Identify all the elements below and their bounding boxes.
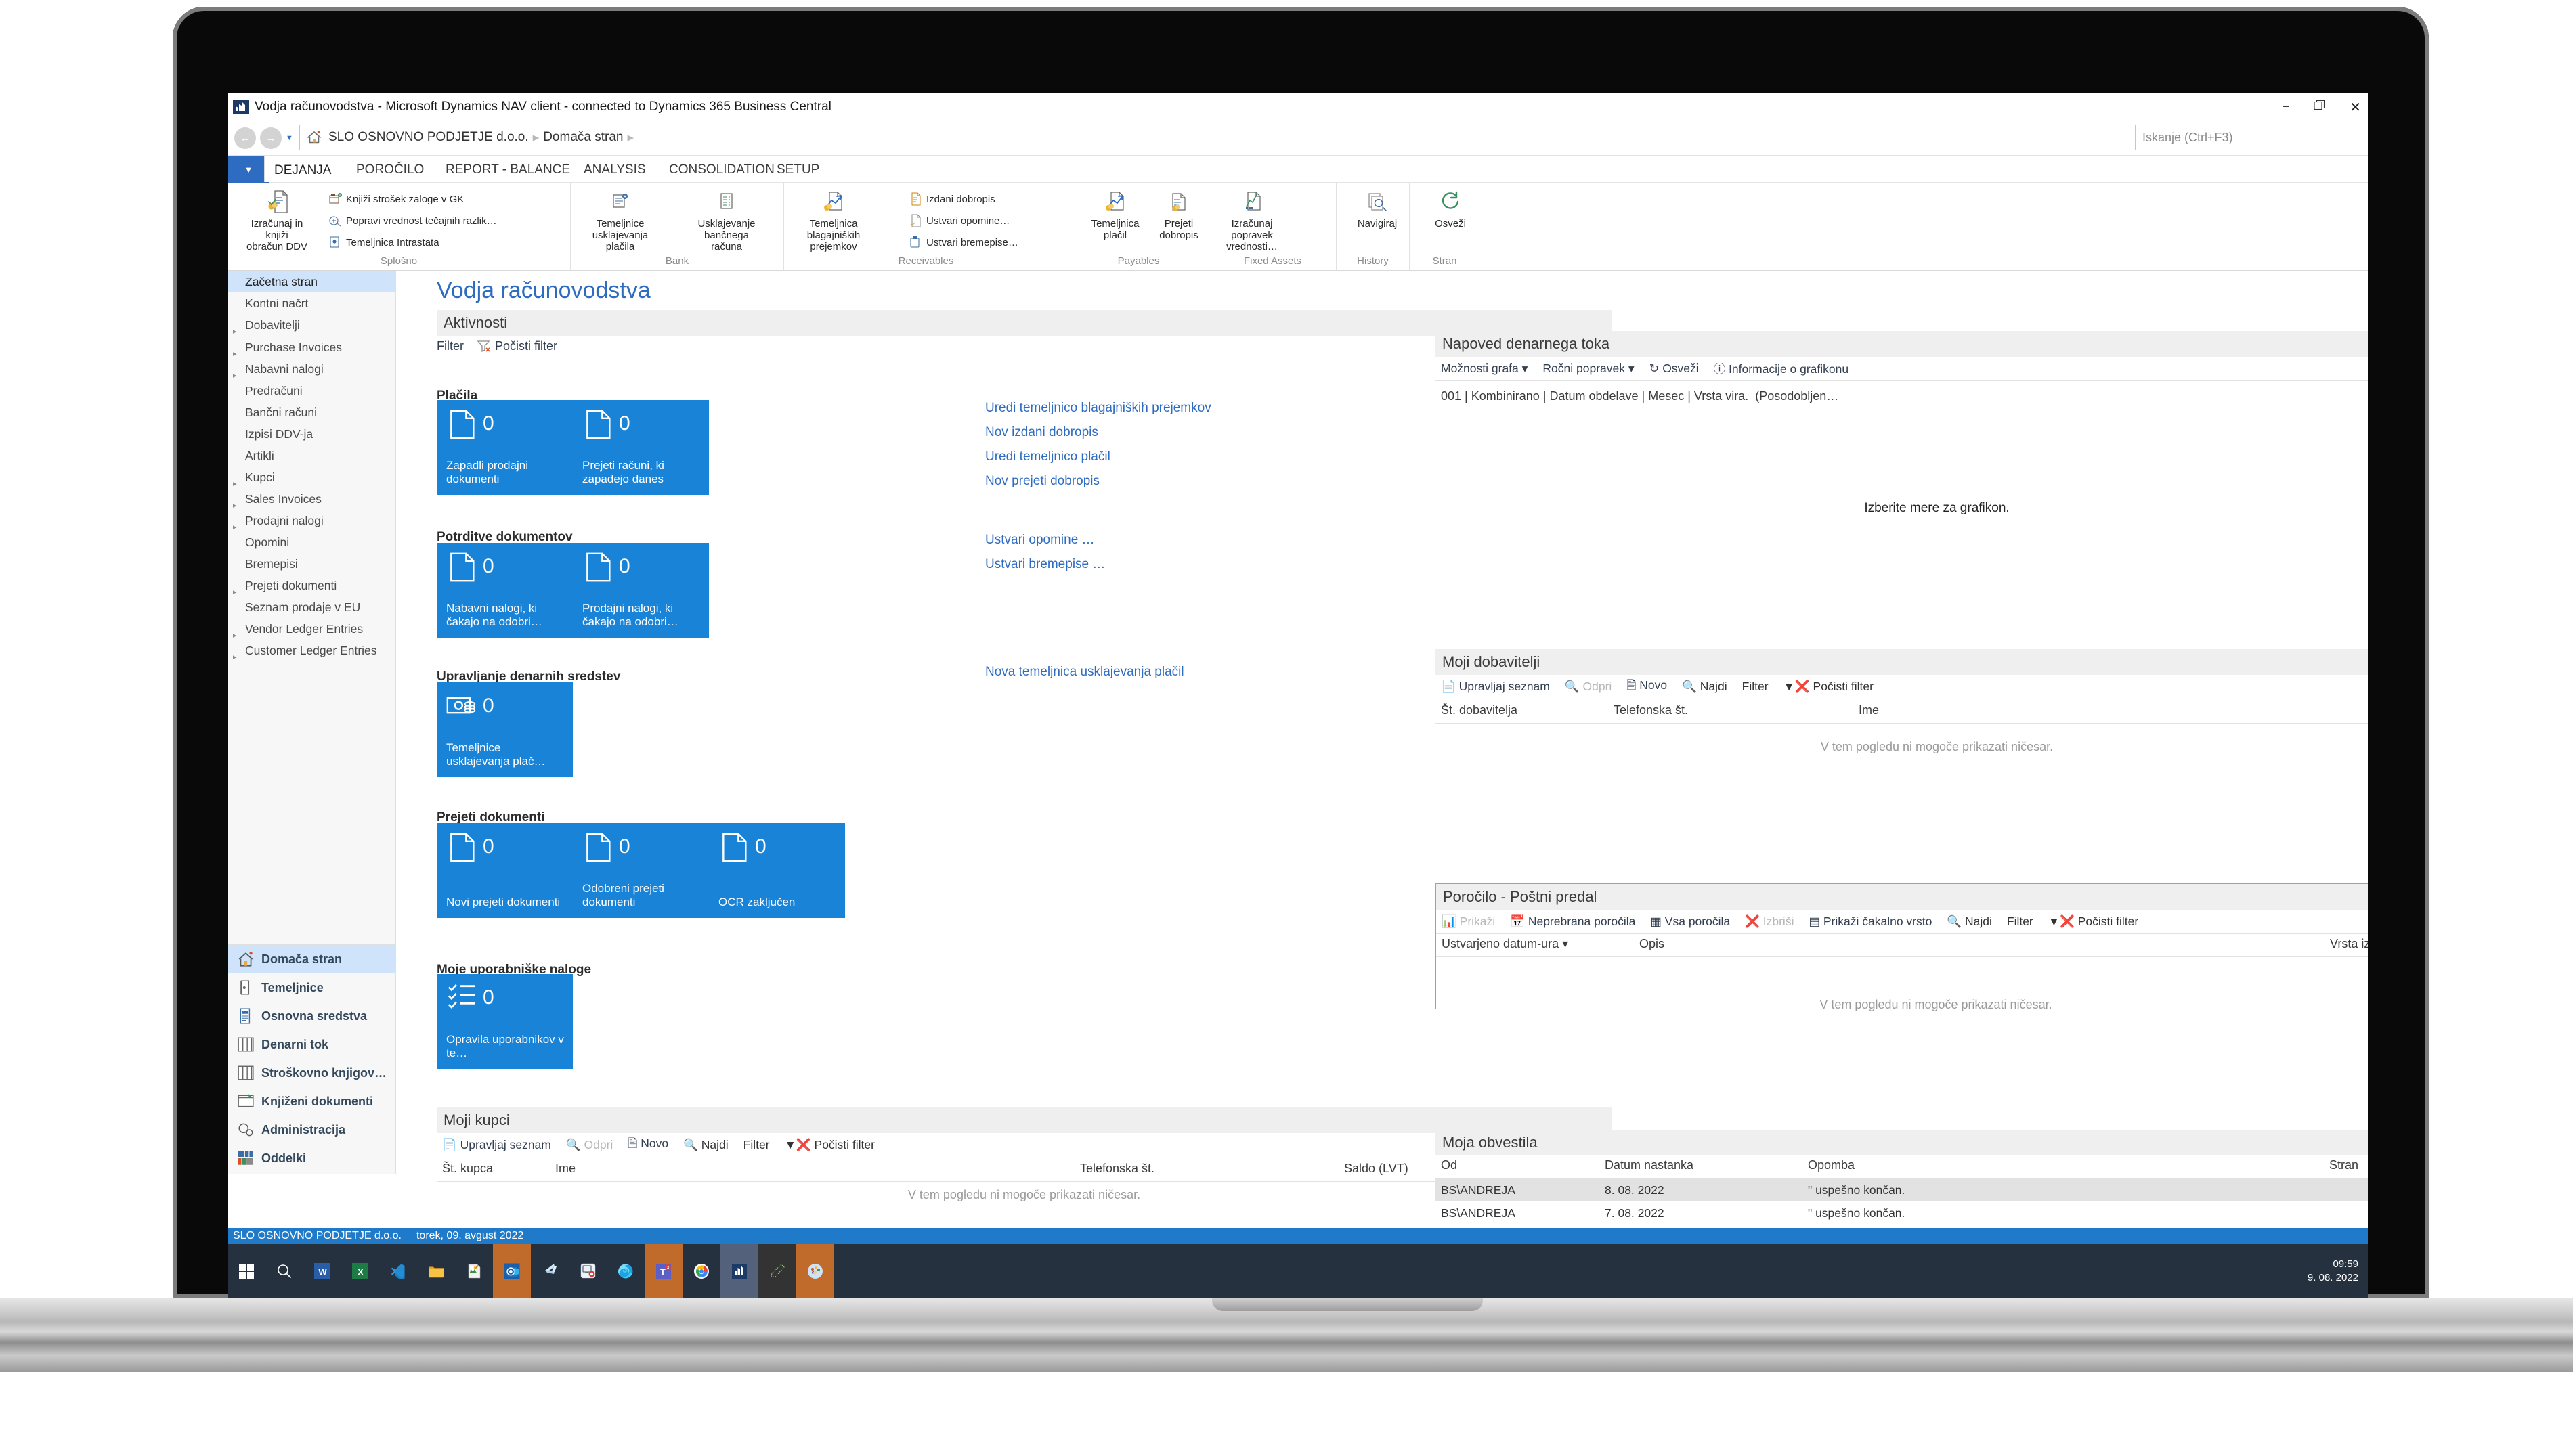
svg-text:W: W [318,1266,327,1277]
svg-text:X: X [358,1266,364,1277]
svg-text:T: T [660,1267,666,1277]
